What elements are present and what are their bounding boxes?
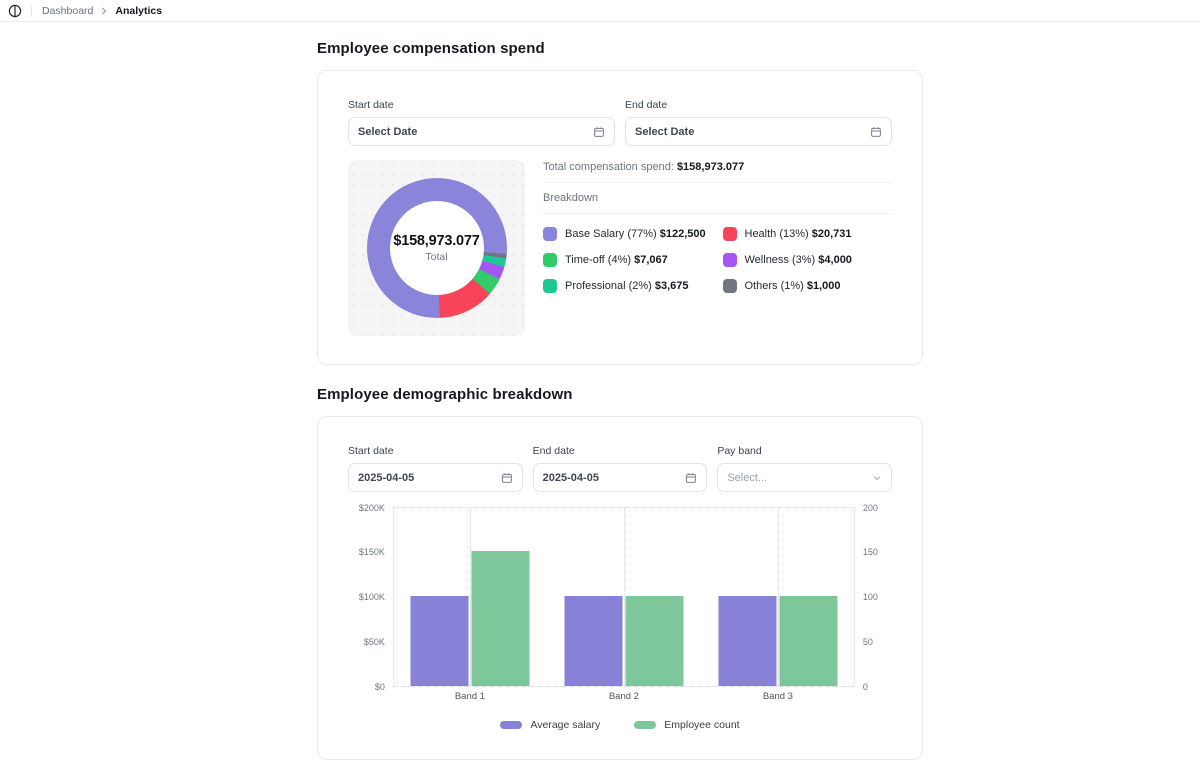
- time-off-swatch: [543, 253, 557, 267]
- donut-total-label: Total: [425, 251, 448, 263]
- calendar-icon: [593, 126, 605, 138]
- chevron-down-icon: [872, 473, 882, 483]
- topbar-divider: [31, 4, 32, 17]
- legend-average-salary: Average salary: [500, 719, 600, 731]
- employee-count-pill: [634, 721, 657, 729]
- breakdown-item-wellness: Wellness (3%) $4,000: [722, 253, 893, 267]
- pay-band-label: Pay band: [717, 445, 762, 457]
- bar-group-band-3: [718, 596, 838, 686]
- health-swatch: [722, 227, 737, 241]
- band-3-label: Band 3: [762, 691, 793, 702]
- breakdown-legend: Base Salary (77%) $122,500 Health (13%) …: [543, 227, 892, 293]
- comp-start-date-value: Select Date: [358, 125, 418, 138]
- breakdown-item-health: Health (13%) $20,731: [722, 227, 893, 241]
- pay-band-select[interactable]: Select...: [717, 463, 893, 492]
- breakdown-item-time-off: Time-off (4%) $7,067: [543, 253, 713, 267]
- average-salary-pill: [500, 721, 523, 729]
- compensation-section-title: Employee compensation spend: [317, 40, 545, 57]
- divider: [543, 182, 892, 183]
- legend-employee-count: Employee count: [634, 719, 740, 731]
- bar-average-salary: [718, 596, 777, 686]
- demo-end-date-value: 2025-04-05: [542, 471, 599, 484]
- donut-chart-panel: $158,973.077 Total: [348, 160, 525, 336]
- demographic-card: Start date 2025-04-05 End date 2025-04-0…: [317, 416, 923, 760]
- compensation-donut-chart: $158,973.077 Total: [366, 178, 507, 318]
- band-2-label: Band 2: [608, 691, 639, 702]
- breakdown-label: Breakdown: [543, 192, 599, 204]
- donut-total-value: $158,973.077: [393, 233, 480, 249]
- comp-end-date-value: Select Date: [635, 125, 695, 138]
- breakdown-item-base-salary: Base Salary (77%) $122,500: [543, 227, 713, 241]
- bar-average-salary: [410, 596, 469, 686]
- breakdown-item-professional: Professional (2%) $3,675: [543, 279, 713, 293]
- breakdown-item-others: Others (1%) $1,000: [722, 279, 893, 293]
- donut-center: $158,973.077 Total: [389, 201, 484, 295]
- count-axis: 200 150 100 50 0: [862, 503, 878, 692]
- comp-start-date-input[interactable]: Select Date: [348, 117, 615, 146]
- demo-start-date-value: 2025-04-05: [358, 471, 415, 484]
- comp-end-date-label: End date: [625, 99, 668, 111]
- demo-end-date-label: End date: [532, 445, 575, 457]
- bar-chart-legend: Average salary Employee count: [348, 719, 892, 731]
- bar-group-band-2: [564, 596, 684, 686]
- bar-average-salary: [564, 596, 623, 686]
- calendar-icon: [870, 126, 882, 138]
- demographic-filters: Start date 2025-04-05 End date 2025-04-0…: [348, 445, 893, 492]
- compensation-card: Start date Select Date End date Select D…: [317, 70, 923, 365]
- topbar: Dashboard Analytics: [0, 0, 1200, 22]
- breadcrumb: Dashboard Analytics: [42, 5, 162, 17]
- chevron-right-icon: [100, 7, 108, 15]
- base-salary-swatch: [543, 227, 557, 241]
- others-swatch: [722, 279, 737, 293]
- total-compensation-label: Total compensation spend:: [543, 161, 674, 173]
- compensation-filters: Start date Select Date End date Select D…: [348, 99, 892, 146]
- wellness-swatch: [722, 253, 737, 267]
- main-content: Employee compensation spend Start date S…: [317, 40, 923, 760]
- bar-employee-count: [471, 551, 530, 686]
- total-compensation-line: Total compensation spend: $158,973.077: [543, 161, 892, 173]
- demographic-bar-chart: $200K $150K $100K $50K $0 Band 1 Band 2 …: [348, 503, 892, 702]
- pay-band-value: Select...: [727, 471, 768, 484]
- bar-employee-count: [779, 596, 838, 686]
- compensation-summary: Total compensation spend: $158,973.077 B…: [543, 160, 892, 336]
- calendar-icon: [685, 472, 697, 484]
- calendar-icon: [501, 472, 513, 484]
- bar-group-band-1: [410, 551, 530, 686]
- salary-axis: $200K $150K $100K $50K $0: [358, 503, 385, 692]
- bar-chart-plot-area: Band 1 Band 2 Band 3: [392, 507, 855, 702]
- demo-end-date-input[interactable]: 2025-04-05: [532, 463, 708, 492]
- demographic-section-title: Employee demographic breakdown: [317, 386, 573, 403]
- breadcrumb-analytics: Analytics: [115, 4, 163, 17]
- total-compensation-value: $158,973.077: [676, 161, 745, 173]
- divider: [543, 213, 892, 214]
- bar-employee-count: [625, 596, 684, 686]
- demo-start-date-input[interactable]: 2025-04-05: [348, 463, 523, 492]
- comp-start-date-label: Start date: [348, 99, 394, 111]
- app-logo-icon[interactable]: [8, 4, 22, 18]
- professional-swatch: [543, 279, 557, 293]
- breadcrumb-dashboard[interactable]: Dashboard: [42, 4, 94, 17]
- band-1-label: Band 1: [454, 691, 485, 702]
- comp-end-date-input[interactable]: Select Date: [625, 117, 892, 146]
- demo-start-date-label: Start date: [348, 445, 394, 457]
